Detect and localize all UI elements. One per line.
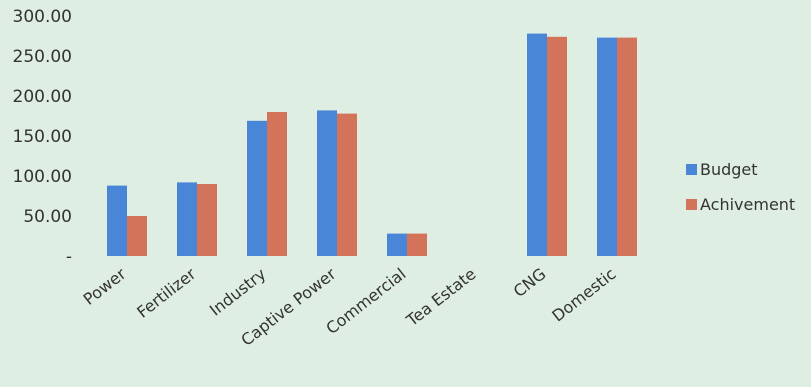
legend-label: Achivement (700, 195, 795, 214)
y-tick-label: 150.00 (13, 127, 72, 147)
legend-swatch (686, 164, 697, 175)
bar-achivement-power (127, 216, 147, 256)
bar-budget-fertilizer (177, 182, 197, 256)
x-tick-label: Tea Estate (402, 264, 479, 330)
bars (107, 33, 637, 257)
bar-budget-captive-power (317, 110, 337, 257)
x-tick-label: Power (80, 264, 130, 309)
bar-achivement-domestic (617, 37, 637, 256)
y-tick-label: - (66, 247, 72, 267)
y-tick-label: 200.00 (13, 87, 72, 107)
bar-budget-cng (527, 33, 547, 256)
legend: Budget Achivement (686, 160, 795, 214)
bar-achivement-commercial (407, 233, 427, 256)
bar-achivement-captive-power (337, 113, 357, 256)
y-tick-label: 250.00 (13, 47, 72, 67)
bar-budget-industry (247, 120, 267, 256)
bar-achivement-fertilizer (197, 184, 217, 256)
bar-budget-commercial (387, 233, 407, 256)
bar-budget-power (107, 185, 127, 256)
legend-swatch (686, 199, 697, 210)
bar-achivement-cng (547, 36, 567, 256)
x-tick-label: Domestic (548, 264, 619, 325)
legend-label: Budget (700, 160, 758, 179)
x-tick-label: Fertilizer (133, 264, 200, 322)
x-tick-label: CNG (510, 264, 550, 301)
y-tick-label: 50.00 (23, 207, 72, 227)
y-tick-label: 300.00 (13, 7, 72, 27)
x-tick-label: Industry (206, 264, 270, 319)
bar-achivement-industry (267, 112, 287, 256)
y-axis: - 50.00 100.00 150.00 200.00 250.00 300.00 (13, 7, 72, 267)
bar-budget-domestic (597, 37, 617, 256)
y-tick-label: 100.00 (13, 167, 72, 187)
